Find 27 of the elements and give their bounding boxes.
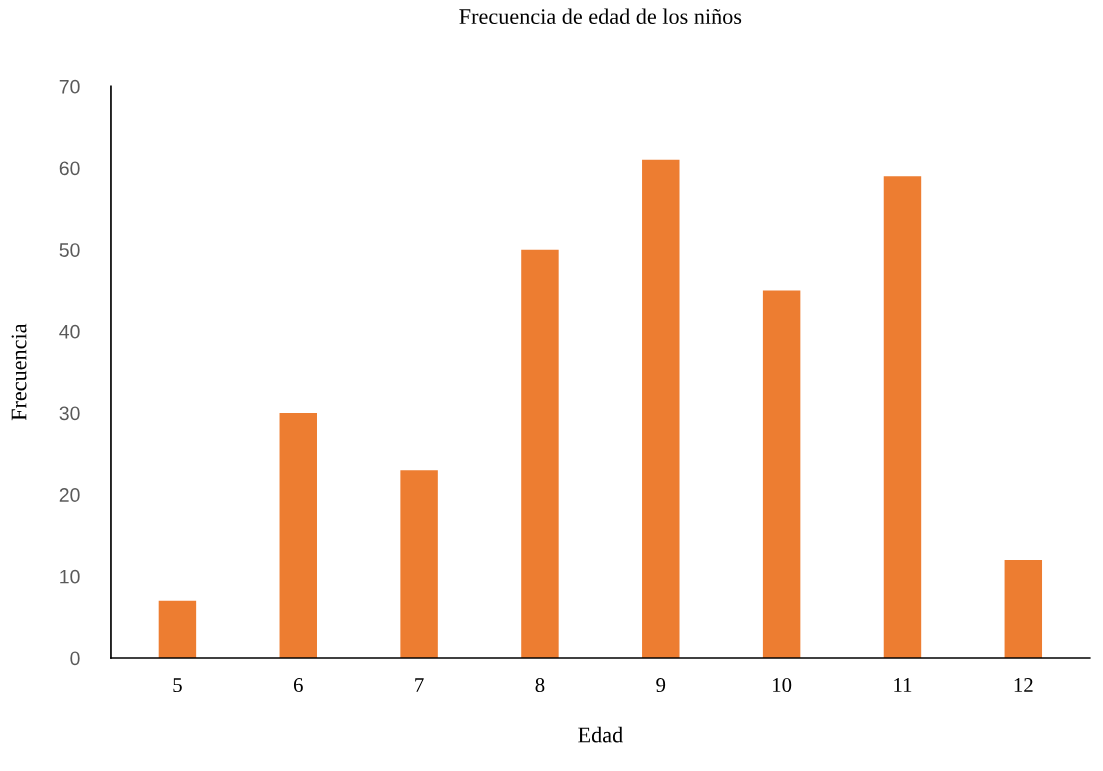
bar (762, 290, 801, 658)
bar (883, 176, 922, 658)
y-tick-label: 20 (59, 488, 80, 502)
y-tick-label: 30 (59, 406, 80, 421)
x-tick-label: 6 (293, 678, 303, 693)
x-tick-label: 8 (535, 678, 545, 693)
x-axis-title: Edad (578, 726, 623, 743)
y-tick-label: 50 (59, 243, 80, 257)
y-axis-title: Frecuencia (11, 323, 27, 421)
x-tick-label: 7 (415, 678, 424, 692)
y-tick-label: 40 (59, 324, 80, 339)
chart-title: Frecuencia de edad de los niños (459, 8, 742, 25)
y-tick-label: 10 (60, 569, 80, 584)
y-tick-label: 0 (70, 651, 80, 666)
x-tick-label: 11 (894, 678, 912, 692)
x-tick-label: 9 (656, 678, 666, 693)
bar (400, 470, 438, 658)
y-tick-label: 60 (59, 161, 80, 176)
x-tick-label: 10 (773, 678, 792, 693)
bar (158, 600, 197, 658)
x-tick-label: 12 (1014, 678, 1033, 692)
y-tick-label: 70 (59, 79, 80, 94)
x-tick-label: 5 (173, 678, 182, 693)
bar (521, 249, 559, 658)
bar (1004, 559, 1043, 658)
bar (642, 159, 680, 658)
bar (279, 412, 317, 658)
